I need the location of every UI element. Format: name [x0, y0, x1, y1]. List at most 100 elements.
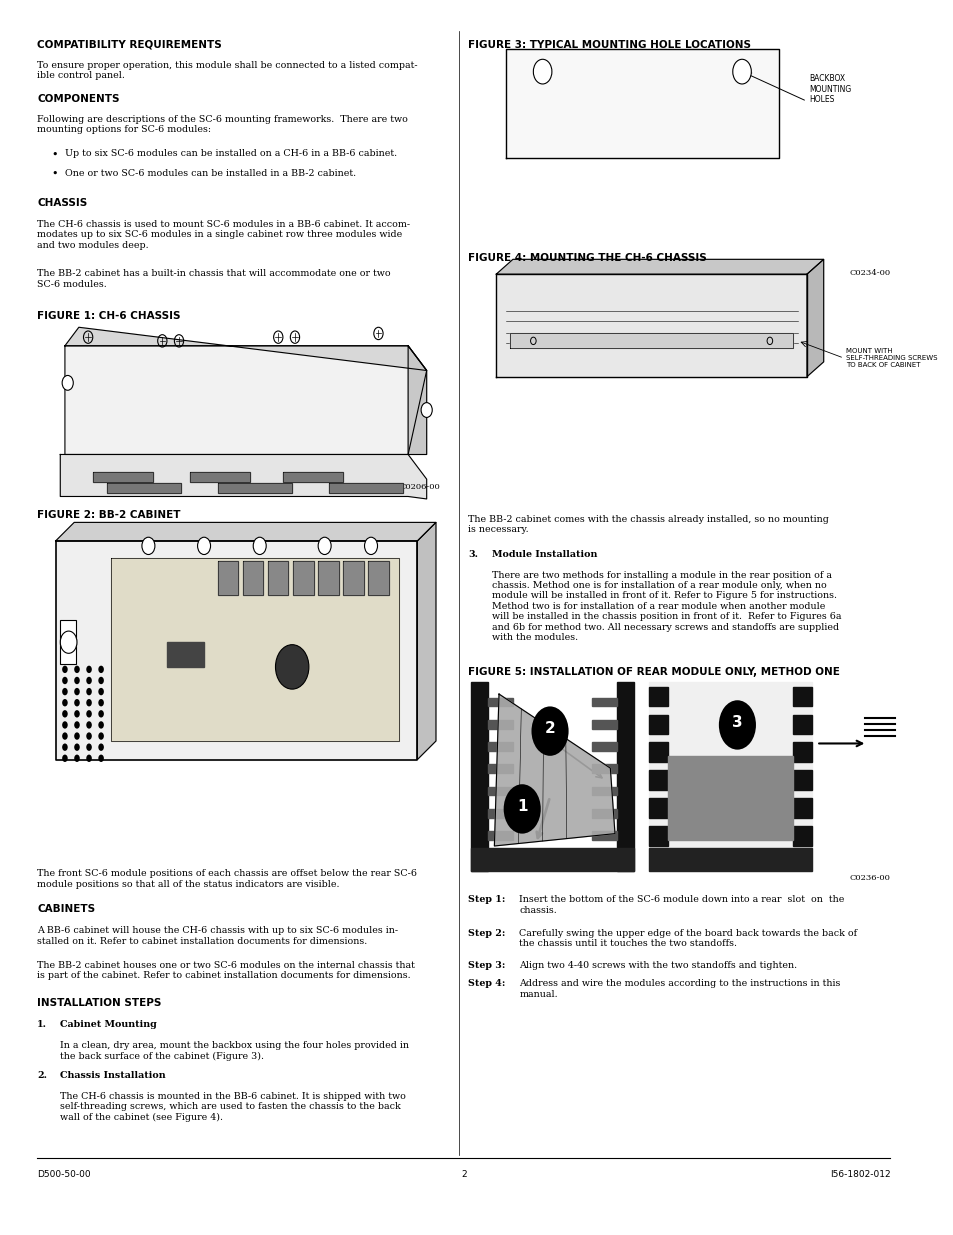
Text: •: •	[51, 149, 57, 159]
Text: CABINETS: CABINETS	[37, 904, 95, 914]
Polygon shape	[107, 483, 181, 493]
Polygon shape	[591, 787, 617, 795]
Circle shape	[86, 732, 91, 740]
Circle shape	[60, 631, 77, 653]
Text: Up to six SC-6 modules can be installed on a CH-6 in a BB-6 cabinet.: Up to six SC-6 modules can be installed …	[65, 149, 396, 158]
Text: FIGURE 5: INSTALLATION OF REAR MODULE ONLY, METHOD ONE: FIGURE 5: INSTALLATION OF REAR MODULE ON…	[468, 667, 840, 677]
Polygon shape	[487, 698, 513, 706]
Circle shape	[197, 537, 211, 555]
Polygon shape	[649, 798, 667, 818]
Polygon shape	[649, 715, 667, 735]
Polygon shape	[494, 694, 615, 846]
Circle shape	[62, 755, 68, 762]
Circle shape	[74, 732, 80, 740]
Circle shape	[74, 743, 80, 751]
Polygon shape	[505, 49, 779, 158]
Polygon shape	[329, 483, 403, 493]
Polygon shape	[368, 561, 388, 595]
Text: Cabinet Mounting: Cabinet Mounting	[60, 1020, 157, 1029]
Polygon shape	[65, 346, 426, 454]
Circle shape	[74, 721, 80, 729]
Polygon shape	[792, 742, 811, 762]
Polygon shape	[591, 831, 617, 840]
Circle shape	[98, 699, 104, 706]
Circle shape	[74, 710, 80, 718]
Text: •: •	[51, 169, 57, 179]
Text: Following are descriptions of the SC-6 mounting frameworks.  There are two
mount: Following are descriptions of the SC-6 m…	[37, 115, 408, 135]
Circle shape	[86, 721, 91, 729]
Text: Insert the bottom of the SC-6 module down into a rear  slot  on  the
chassis.: Insert the bottom of the SC-6 module dow…	[518, 895, 844, 915]
Polygon shape	[471, 682, 487, 871]
Circle shape	[86, 710, 91, 718]
Circle shape	[98, 710, 104, 718]
Circle shape	[98, 732, 104, 740]
Polygon shape	[591, 764, 617, 773]
Circle shape	[74, 699, 80, 706]
Polygon shape	[55, 522, 436, 541]
Polygon shape	[487, 831, 513, 840]
Polygon shape	[487, 742, 513, 751]
Polygon shape	[217, 561, 238, 595]
Circle shape	[531, 706, 568, 756]
Circle shape	[62, 710, 68, 718]
Circle shape	[86, 677, 91, 684]
Text: C0206-00: C0206-00	[399, 483, 440, 490]
Text: Step 2:: Step 2:	[468, 929, 505, 937]
Text: The BB-2 cabinet comes with the chassis already installed, so no mounting
is nec: The BB-2 cabinet comes with the chassis …	[468, 515, 828, 535]
Text: 2: 2	[460, 1170, 466, 1178]
Text: FIGURE 4: MOUNTING THE CH-6 CHASSIS: FIGURE 4: MOUNTING THE CH-6 CHASSIS	[468, 253, 706, 263]
Text: FIGURE 1: CH-6 CHASSIS: FIGURE 1: CH-6 CHASSIS	[37, 311, 180, 321]
Circle shape	[364, 537, 377, 555]
Circle shape	[98, 677, 104, 684]
Polygon shape	[60, 620, 76, 664]
Circle shape	[62, 732, 68, 740]
Text: COMPONENTS: COMPONENTS	[37, 94, 119, 104]
Polygon shape	[471, 848, 633, 871]
Circle shape	[62, 699, 68, 706]
Polygon shape	[55, 541, 417, 760]
Circle shape	[74, 755, 80, 762]
Text: Module Installation: Module Installation	[491, 550, 597, 558]
Polygon shape	[283, 472, 343, 482]
Circle shape	[62, 375, 73, 390]
Polygon shape	[649, 742, 667, 762]
Polygon shape	[65, 327, 426, 370]
Text: There are two methods for installing a module in the rear position of a
chassis.: There are two methods for installing a m…	[491, 571, 841, 642]
Polygon shape	[60, 454, 426, 499]
Text: The CH-6 chassis is used to mount SC-6 modules in a BB-6 cabinet. It accom-
moda: The CH-6 chassis is used to mount SC-6 m…	[37, 220, 410, 249]
Text: Chassis Installation: Chassis Installation	[60, 1071, 166, 1079]
Text: BACKBOX
MOUNTING
HOLES: BACKBOX MOUNTING HOLES	[808, 74, 850, 104]
Polygon shape	[792, 715, 811, 735]
Polygon shape	[591, 742, 617, 751]
Text: The CH-6 chassis is mounted in the BB-6 cabinet. It is shipped with two
self-thr: The CH-6 chassis is mounted in the BB-6 …	[60, 1092, 406, 1121]
Text: MOUNT WITH
SELF-THREADING SCREWS
TO BACK OF CABINET: MOUNT WITH SELF-THREADING SCREWS TO BACK…	[845, 348, 937, 368]
Polygon shape	[112, 558, 398, 741]
Polygon shape	[510, 333, 792, 348]
Circle shape	[142, 537, 154, 555]
Text: 3: 3	[731, 715, 742, 730]
Circle shape	[98, 743, 104, 751]
Polygon shape	[243, 561, 263, 595]
Polygon shape	[591, 698, 617, 706]
Circle shape	[86, 743, 91, 751]
Circle shape	[86, 688, 91, 695]
Polygon shape	[92, 472, 152, 482]
Circle shape	[98, 688, 104, 695]
Polygon shape	[806, 259, 822, 377]
Polygon shape	[317, 561, 338, 595]
Text: The front SC-6 module positions of each chassis are offset below the rear SC-6
m: The front SC-6 module positions of each …	[37, 869, 416, 889]
Polygon shape	[496, 274, 806, 377]
Text: Step 1:: Step 1:	[468, 895, 505, 904]
Polygon shape	[649, 771, 667, 790]
Polygon shape	[649, 682, 811, 871]
Text: Step 3:: Step 3:	[468, 961, 505, 969]
Polygon shape	[343, 561, 363, 595]
Polygon shape	[268, 561, 288, 595]
Polygon shape	[649, 687, 667, 706]
Polygon shape	[792, 826, 811, 846]
Text: 2.: 2.	[37, 1071, 47, 1079]
Polygon shape	[792, 771, 811, 790]
Circle shape	[74, 677, 80, 684]
Text: COMPATIBILITY REQUIREMENTS: COMPATIBILITY REQUIREMENTS	[37, 40, 222, 49]
Text: Align two 4-40 screws with the two standoffs and tighten.: Align two 4-40 screws with the two stand…	[518, 961, 797, 969]
